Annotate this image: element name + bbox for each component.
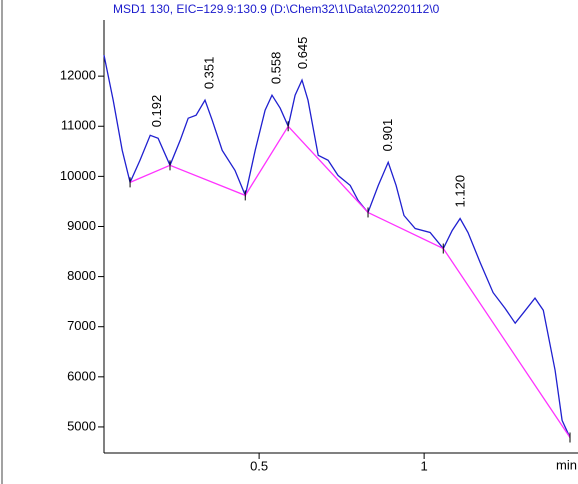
- x-tick-label: 0.5: [250, 458, 268, 473]
- peak-label: 0.901: [380, 119, 395, 152]
- chart-title: MSD1 130, EIC=129.9:130.9 (D:\Chem32\1\D…: [113, 2, 440, 16]
- y-tick-label: 6000: [67, 368, 96, 383]
- y-tick-label: 7000: [67, 318, 96, 333]
- y-tick-label: 10000: [60, 168, 96, 183]
- y-tick-label: 8000: [67, 268, 96, 283]
- x-tick-label: 1: [421, 458, 428, 473]
- y-tick-label: 11000: [61, 118, 96, 133]
- signal-trace: [103, 54, 571, 438]
- y-tick-label: 9000: [67, 218, 96, 233]
- peak-label: 1.120: [453, 175, 468, 208]
- peak-label: 0.192: [149, 95, 164, 128]
- y-tick-label: 12000: [60, 68, 96, 83]
- peak-label: 0.558: [269, 52, 284, 85]
- peak-label: 0.351: [201, 57, 216, 90]
- peak-label: 0.645: [295, 37, 310, 70]
- y-tick-label: 5000: [67, 418, 96, 433]
- x-axis-label: min: [556, 457, 577, 472]
